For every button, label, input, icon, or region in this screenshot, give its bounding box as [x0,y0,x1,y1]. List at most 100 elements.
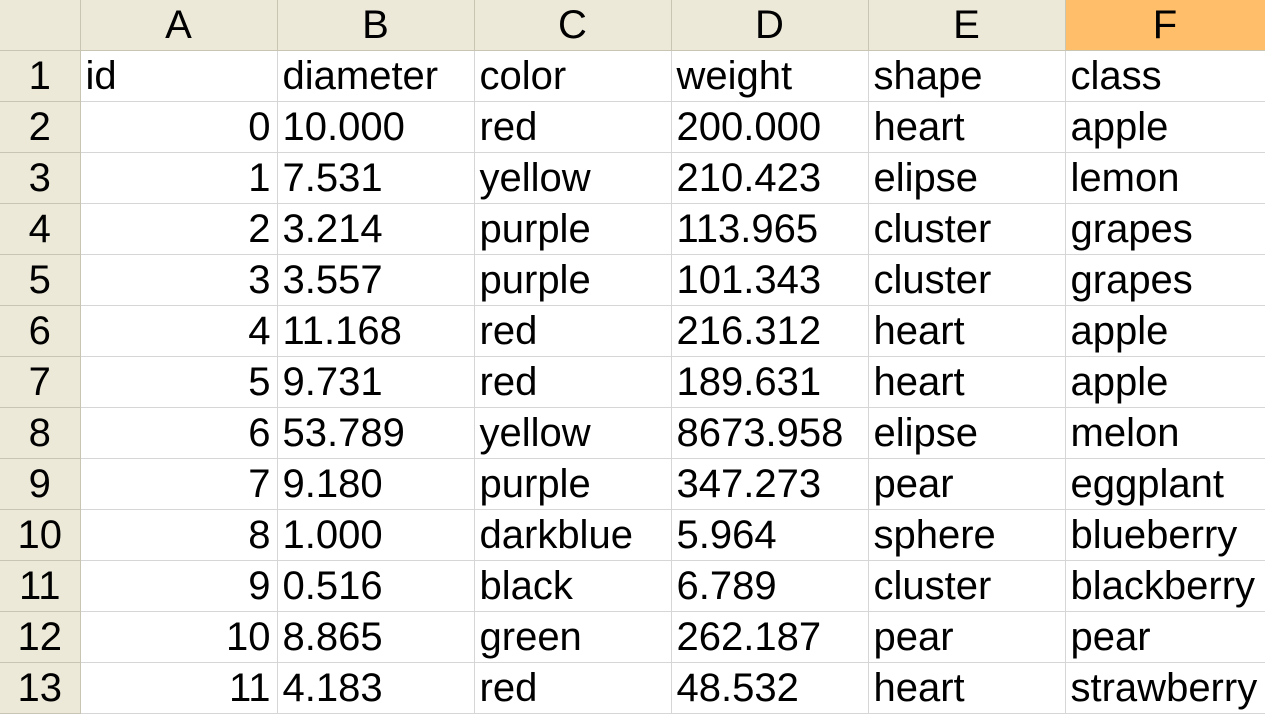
row-header[interactable]: 10 [0,509,81,561]
row-header[interactable]: 6 [0,305,81,357]
cell-c1[interactable]: color [474,50,672,102]
cell-d11[interactable]: 6.789 [671,560,869,612]
cell-b9[interactable]: 9.180 [277,458,475,510]
row-header[interactable]: 3 [0,152,81,204]
cell-e4[interactable]: cluster [868,203,1066,255]
cell-b5[interactable]: 3.557 [277,254,475,306]
cell-b7[interactable]: 9.731 [277,356,475,408]
cell-d12[interactable]: 262.187 [671,611,869,663]
cell-b12[interactable]: 8.865 [277,611,475,663]
cell-f6[interactable]: apple [1065,305,1265,357]
row-header[interactable]: 12 [0,611,81,663]
cell-a10[interactable]: 8 [80,509,278,561]
cell-f5[interactable]: grapes [1065,254,1265,306]
cell-a7[interactable]: 5 [80,356,278,408]
column-header-d[interactable]: D [671,0,869,51]
cell-d1[interactable]: weight [671,50,869,102]
row-header[interactable]: 8 [0,407,81,459]
cell-a13[interactable]: 11 [80,662,278,714]
row-header[interactable]: 2 [0,101,81,153]
column-header-e[interactable]: E [868,0,1066,51]
cell-a6[interactable]: 4 [80,305,278,357]
cell-b6[interactable]: 11.168 [277,305,475,357]
cell-c12[interactable]: green [474,611,672,663]
cell-c13[interactable]: red [474,662,672,714]
cell-f12[interactable]: pear [1065,611,1265,663]
cell-d8[interactable]: 8673.958 [671,407,869,459]
cell-a9[interactable]: 7 [80,458,278,510]
cell-e12[interactable]: pear [868,611,1066,663]
cell-a1[interactable]: id [80,50,278,102]
cell-c10[interactable]: darkblue [474,509,672,561]
cell-d13[interactable]: 48.532 [671,662,869,714]
cell-f9[interactable]: eggplant [1065,458,1265,510]
cell-e6[interactable]: heart [868,305,1066,357]
cell-e7[interactable]: heart [868,356,1066,408]
cell-f8[interactable]: melon [1065,407,1265,459]
select-all-corner[interactable] [0,0,81,51]
cell-a12[interactable]: 10 [80,611,278,663]
cell-e10[interactable]: sphere [868,509,1066,561]
cell-e5[interactable]: cluster [868,254,1066,306]
cell-b13[interactable]: 4.183 [277,662,475,714]
cell-f11[interactable]: blackberry [1065,560,1265,612]
cell-d9[interactable]: 347.273 [671,458,869,510]
row-header[interactable]: 1 [0,50,81,102]
cell-a11[interactable]: 9 [80,560,278,612]
cell-d6[interactable]: 216.312 [671,305,869,357]
cell-c9[interactable]: purple [474,458,672,510]
cell-e13[interactable]: heart [868,662,1066,714]
cell-b3[interactable]: 7.531 [277,152,475,204]
cell-e9[interactable]: pear [868,458,1066,510]
table-row: 4 2 3.214 purple 113.965 cluster grapes [0,203,1265,255]
cell-e11[interactable]: cluster [868,560,1066,612]
row-header[interactable]: 11 [0,560,81,612]
cell-c7[interactable]: red [474,356,672,408]
cell-a5[interactable]: 3 [80,254,278,306]
cell-d4[interactable]: 113.965 [671,203,869,255]
cell-d5[interactable]: 101.343 [671,254,869,306]
cell-c6[interactable]: red [474,305,672,357]
cell-c5[interactable]: purple [474,254,672,306]
row-header[interactable]: 7 [0,356,81,408]
cell-a4[interactable]: 2 [80,203,278,255]
cell-b11[interactable]: 0.516 [277,560,475,612]
cell-f13[interactable]: strawberry [1065,662,1265,714]
cell-a3[interactable]: 1 [80,152,278,204]
cell-b2[interactable]: 10.000 [277,101,475,153]
cell-c2[interactable]: red [474,101,672,153]
cell-a8[interactable]: 6 [80,407,278,459]
cell-e2[interactable]: heart [868,101,1066,153]
row-header[interactable]: 5 [0,254,81,306]
cell-f7[interactable]: apple [1065,356,1265,408]
column-header-f[interactable]: F [1065,0,1265,51]
cell-b4[interactable]: 3.214 [277,203,475,255]
cell-e1[interactable]: shape [868,50,1066,102]
cell-f2[interactable]: apple [1065,101,1265,153]
cell-e3[interactable]: elipse [868,152,1066,204]
cell-b10[interactable]: 1.000 [277,509,475,561]
row-header[interactable]: 9 [0,458,81,510]
cell-c3[interactable]: yellow [474,152,672,204]
cell-c4[interactable]: purple [474,203,672,255]
cell-f10[interactable]: blueberry [1065,509,1265,561]
column-header-b[interactable]: B [277,0,475,51]
cell-b8[interactable]: 53.789 [277,407,475,459]
cell-f1[interactable]: class [1065,50,1265,102]
cell-d3[interactable]: 210.423 [671,152,869,204]
row-header[interactable]: 4 [0,203,81,255]
row-header[interactable]: 13 [0,662,81,714]
cell-d10[interactable]: 5.964 [671,509,869,561]
cell-f4[interactable]: grapes [1065,203,1265,255]
cell-e8[interactable]: elipse [868,407,1066,459]
table-row: 5 3 3.557 purple 101.343 cluster grapes [0,254,1265,306]
cell-d7[interactable]: 189.631 [671,356,869,408]
column-header-c[interactable]: C [474,0,672,51]
cell-f3[interactable]: lemon [1065,152,1265,204]
cell-b1[interactable]: diameter [277,50,475,102]
column-header-a[interactable]: A [80,0,278,51]
cell-a2[interactable]: 0 [80,101,278,153]
cell-d2[interactable]: 200.000 [671,101,869,153]
cell-c8[interactable]: yellow [474,407,672,459]
cell-c11[interactable]: black [474,560,672,612]
